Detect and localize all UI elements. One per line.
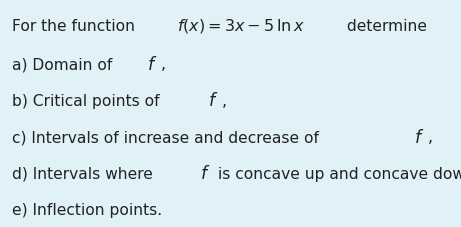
Text: a) Domain of: a) Domain of	[12, 57, 117, 72]
Text: ,: ,	[160, 57, 165, 72]
Text: ,: ,	[222, 94, 227, 109]
Text: $f$: $f$	[148, 56, 158, 74]
Text: $f(x) = 3x - 5\,\ln x$: $f(x) = 3x - 5\,\ln x$	[177, 17, 305, 35]
Text: $f$: $f$	[208, 92, 219, 110]
Text: $f$: $f$	[200, 165, 210, 183]
Text: $f$: $f$	[414, 128, 424, 146]
Text: For the function: For the function	[12, 19, 139, 34]
Text: e) Inflection points.: e) Inflection points.	[12, 202, 162, 217]
Text: is concave up and concave down,: is concave up and concave down,	[213, 166, 461, 181]
Text: determine: determine	[342, 19, 427, 34]
Text: c) Intervals of increase and decrease of: c) Intervals of increase and decrease of	[12, 130, 324, 145]
Text: ,: ,	[427, 130, 432, 145]
Text: b) Critical points of: b) Critical points of	[12, 94, 164, 109]
Text: d) Intervals where: d) Intervals where	[12, 166, 157, 181]
